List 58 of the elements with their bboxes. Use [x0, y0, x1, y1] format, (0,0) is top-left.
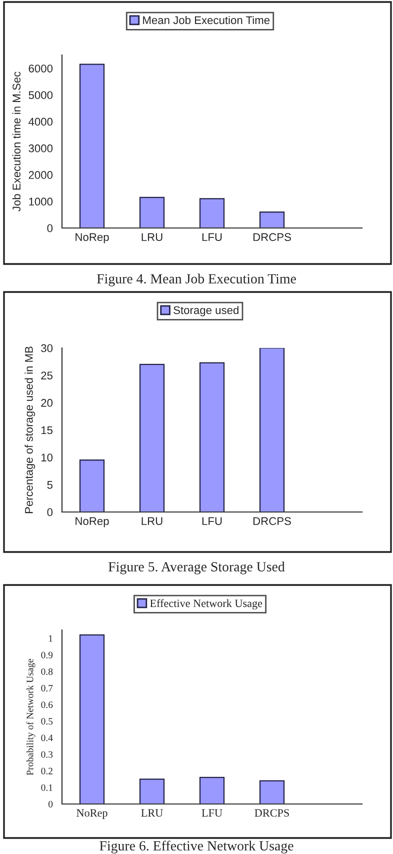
y-tick-label: 4000 [28, 118, 53, 126]
bar [139, 196, 165, 228]
y-tick-label: 5000 [28, 91, 53, 100]
y-tick-label: 0.3 [41, 751, 53, 758]
y-tick-label: 0 [48, 800, 53, 808]
bar [259, 348, 285, 512]
y-tick-label: 10 [41, 454, 53, 462]
x-tick-label: NoRep [76, 809, 108, 819]
legend-label: Effective Network Usage [150, 599, 262, 610]
y-tick-label: 0.7 [41, 684, 53, 692]
x-tick-label: DRCPS [254, 809, 289, 817]
y-tick-label: 6000 [28, 64, 53, 72]
x-tick-label: LFU [202, 233, 222, 242]
caption: Figure 4. Mean Job Execution Time [96, 274, 296, 286]
bar [139, 778, 165, 804]
y-tick-label: 20 [41, 398, 53, 407]
y-tick-label: 5 [47, 481, 53, 489]
y-axis-title: Job Execution time in M.Sec [12, 72, 21, 212]
bar [259, 211, 285, 228]
y-tick-label: 0 [47, 508, 53, 516]
bar [79, 460, 105, 512]
bar [199, 198, 225, 228]
y-tick-label: 3000 [28, 144, 53, 152]
x-tick-label: LRU [141, 809, 163, 817]
y-tick-label: 1000 [29, 198, 53, 206]
x-tick-label: NoRep [76, 517, 109, 528]
y-tick-label: 0.4 [41, 734, 53, 742]
y-tick-label: 0.5 [41, 718, 53, 725]
x-tick-label: DRCPS [253, 233, 291, 242]
y-tick-label: 30 [41, 344, 53, 352]
y-tick-label: 15 [41, 426, 53, 434]
y-tick-label: 0.9 [41, 652, 53, 658]
bar [259, 780, 285, 804]
y-tick-label: 1 [48, 635, 52, 642]
legend-label: Storage used [174, 306, 238, 316]
y-tick-label: 2000 [28, 171, 53, 179]
y-tick-label: 0.6 [41, 701, 53, 708]
legend-label: Mean Job Execution Time [143, 16, 270, 24]
y-axis-title: Percentage of storage used in MB [24, 346, 36, 514]
y-tick-label: 25 [41, 372, 53, 380]
y-tick-label: 0 [47, 224, 53, 232]
bar [199, 776, 225, 804]
caption: Figure 5. Average Storage Used [108, 562, 285, 574]
x-tick-label: LRU [142, 233, 162, 242]
bar [199, 362, 225, 512]
caption: Figure 6. Effective Network Usage [100, 840, 294, 854]
y-tick-label: 0.1 [41, 784, 52, 791]
bar [139, 364, 165, 512]
x-tick-label: LFU [202, 517, 222, 526]
x-tick-label: NoRep [76, 233, 109, 244]
y-axis-title: Probability of Network Usage [26, 658, 36, 776]
x-tick-label: LFU [202, 809, 222, 817]
y-tick-label: 0.2 [41, 768, 52, 774]
x-tick-label: LRU [142, 517, 162, 526]
y-tick-label: 0.8 [41, 668, 53, 675]
bar [79, 64, 105, 228]
x-tick-label: DRCPS [253, 517, 291, 526]
bar [79, 634, 105, 804]
